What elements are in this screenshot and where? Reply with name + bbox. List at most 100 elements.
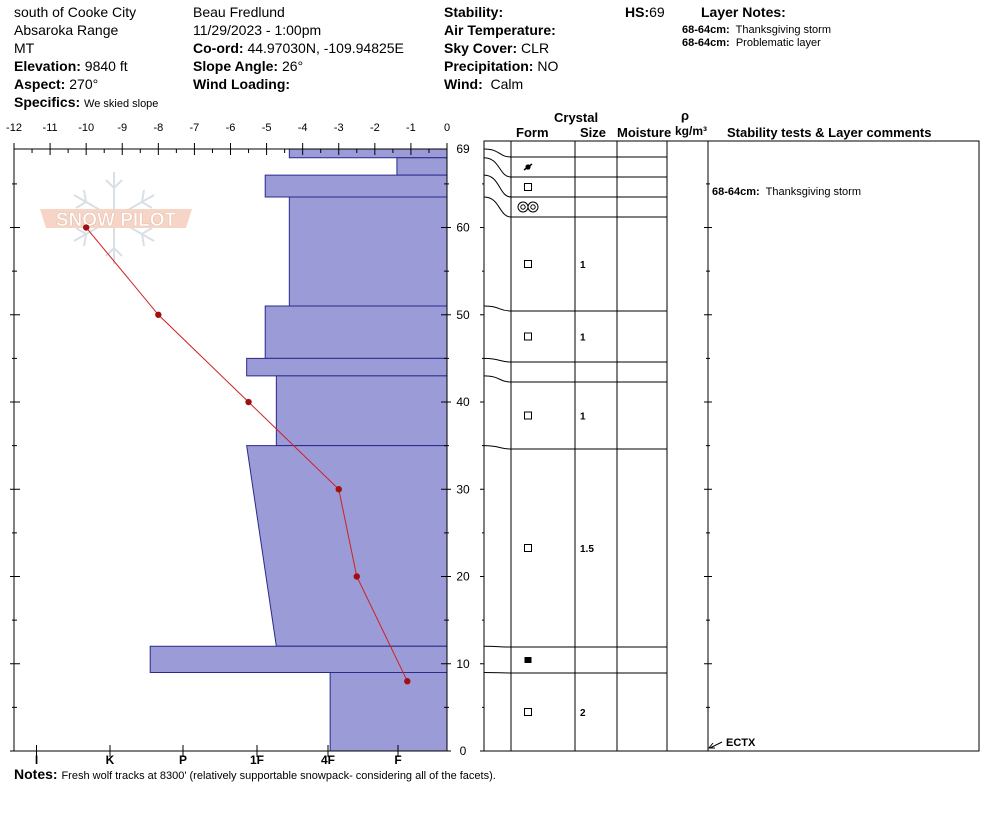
crystal-header: Crystal	[554, 110, 599, 125]
air-temp-row: Air Temperature:	[444, 22, 556, 38]
depth-tick-label: 40	[456, 395, 470, 409]
moisture-header: Moisture	[617, 125, 672, 140]
state: MT	[14, 40, 35, 56]
specifics-row: Specifics: We skied slope	[14, 94, 158, 111]
ectx-pointer-arrow	[707, 742, 715, 749]
hardness-tick-label: 1F	[250, 753, 264, 767]
coord-value: 44.97030N, -109.94825E	[247, 40, 404, 56]
depth-tick-label: 0	[460, 744, 467, 758]
layer-comment-text: Thanksgiving storm	[765, 186, 861, 198]
layer-notes-title: Layer Notes:	[701, 4, 786, 20]
melt-freeze-crust-icon	[524, 657, 532, 663]
notes-text: Fresh wolf tracks at 8300' (relatively s…	[61, 770, 496, 782]
layer-comment: 68-64cm: Thanksgiving storm	[712, 186, 861, 199]
precip-particle-icon	[523, 163, 533, 171]
layer-note: 68-64cm: Problematic layer	[682, 37, 821, 50]
stability-table-frame	[483, 140, 980, 752]
layer-boundary-connector	[483, 645, 667, 648]
aspect-value: 270°	[69, 76, 99, 92]
notes-label: Notes:	[14, 766, 58, 782]
aspect-row: Aspect: 270°	[14, 76, 98, 92]
temp-tick-label: -2	[370, 122, 380, 134]
specifics-value: We skied slope	[84, 98, 159, 110]
layer-boundary-connector	[483, 357, 667, 363]
hs-label: HS:	[625, 4, 650, 20]
surface-hoar-icon-ring	[527, 201, 539, 213]
slope-label: Slope Angle:	[193, 58, 279, 74]
density-unit-header: kg/m³	[675, 124, 708, 138]
hardness-layer	[275, 375, 448, 447]
observer-name: Beau Fredlund	[193, 4, 285, 20]
crystal-size-label: 1	[580, 333, 586, 344]
layer-note-range: 68-64cm:	[682, 24, 730, 36]
layer-boundary-connector	[483, 196, 667, 218]
depth-tick-label: 50	[456, 308, 470, 322]
hardness-layer	[329, 671, 448, 752]
hardness-tick-label: I	[35, 753, 38, 767]
precip-label: Precipitation:	[444, 58, 534, 74]
hardness-layer	[149, 645, 448, 673]
crystal-size-label: 2	[580, 708, 586, 719]
temp-tick-label: -11	[43, 122, 58, 134]
layer-note: 68-64cm: Thanksgiving storm	[682, 24, 831, 37]
layer-boundary-connector	[483, 445, 667, 450]
temp-tick-label: -8	[153, 122, 163, 134]
surface-hoar-icon	[517, 201, 539, 213]
temp-tick-label: -9	[117, 122, 127, 134]
layer-note-range: 68-64cm:	[682, 37, 730, 49]
faceted-crystal-icon	[524, 411, 532, 420]
temp-tick-label: -1	[406, 122, 416, 134]
temperature-point	[335, 486, 342, 493]
temp-tick-label: -4	[298, 122, 308, 134]
observation-datetime: 11/29/2023 - 1:00pm	[193, 22, 322, 38]
hardness-tick-label: K	[106, 753, 115, 767]
surface-hoar-icon-core	[530, 204, 536, 210]
temp-tick-label: -10	[78, 122, 94, 134]
depth-tick-label: 30	[456, 482, 470, 496]
temperature-point	[245, 398, 252, 406]
surface-hoar-icon-ring	[517, 201, 529, 213]
layer-comment-range: 68-64cm:	[712, 186, 760, 198]
precip-particle-icon-dot	[525, 164, 531, 170]
layer-boundary-connector	[483, 174, 667, 198]
hardness-layer	[288, 196, 448, 307]
temperature-profile-line	[85, 227, 408, 682]
sky-value: CLR	[521, 40, 550, 56]
crystal-size-label: 1	[580, 412, 586, 423]
hs-value: 69	[649, 4, 665, 20]
temp-tick-label: -12	[6, 122, 22, 134]
hs-row: HS:69	[625, 4, 665, 20]
coord-row: Co-ord: 44.97030N, -109.94825E	[193, 40, 404, 56]
sky-row: Sky Cover: CLR	[444, 40, 549, 56]
temperature-point	[353, 573, 360, 580]
temp-tick-label: -7	[190, 122, 200, 134]
faceted-crystal-icon	[524, 544, 532, 552]
layer-boundary-connector	[483, 375, 667, 383]
notes-row: Notes: Fresh wolf tracks at 8300' (relat…	[14, 766, 496, 783]
depth-tick-label: 60	[456, 221, 470, 235]
slope-value: 26°	[281, 58, 304, 74]
wind-row: Wind: Calm	[444, 76, 523, 92]
hardness-layer	[246, 357, 448, 377]
depth-tick-label: 20	[456, 570, 470, 584]
logo-text: SNOW PILOT	[56, 210, 177, 231]
faceted-crystal-icon	[524, 332, 532, 341]
aspect-label: Aspect:	[14, 76, 66, 92]
form-header: Form	[516, 125, 549, 140]
depth-tick-label: 10	[456, 657, 470, 671]
temp-tick-label: -3	[334, 122, 344, 134]
temperature-point	[155, 311, 162, 318]
faceted-crystal-icon	[524, 183, 532, 191]
faceted-crystal-icon	[524, 708, 532, 716]
temp-tick-label: 0	[444, 122, 450, 134]
hardness-tick-label: P	[179, 753, 187, 767]
wind-loading-label: Wind Loading:	[193, 76, 291, 92]
mountain-range: Absaroka Range	[14, 22, 119, 38]
stability-label: Stability:	[444, 4, 504, 20]
temperature-point	[404, 678, 411, 685]
hardness-layer	[264, 305, 448, 359]
layer-note-text: Problematic layer	[735, 37, 821, 49]
size-header: Size	[580, 125, 607, 140]
location-name: south of Cooke City	[14, 4, 137, 20]
stability-tests-header: Stability tests & Layer comments	[727, 125, 932, 140]
